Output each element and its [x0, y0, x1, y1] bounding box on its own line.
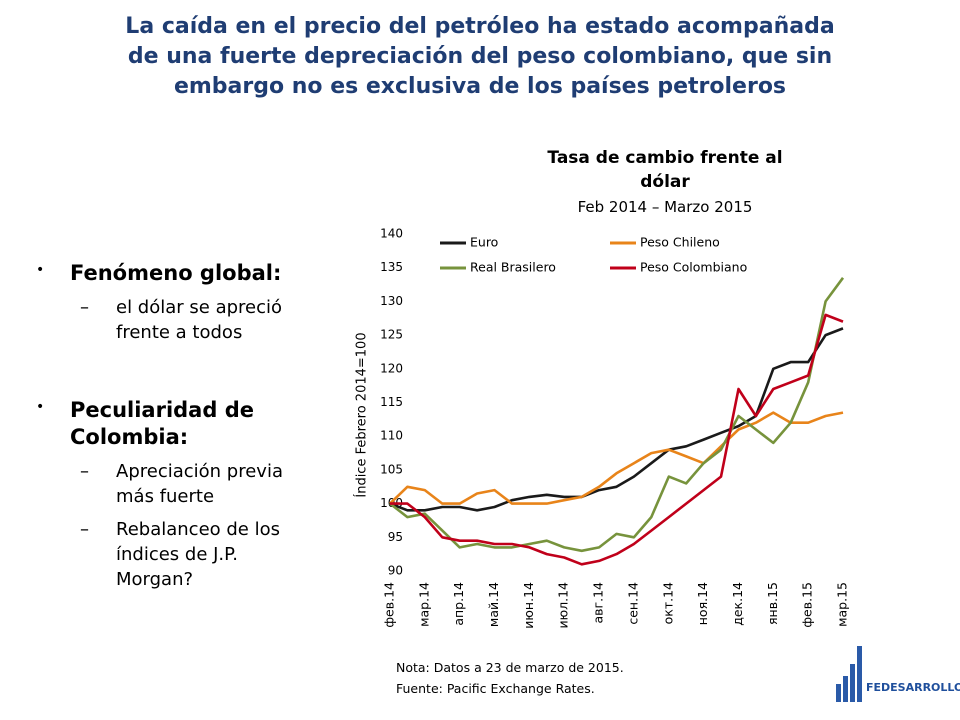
- y-tick-label: 125: [380, 328, 403, 342]
- slide-title: de una fuerte depreciación del peso colo…: [127, 44, 833, 69]
- x-tick-label: сен.14: [625, 582, 640, 625]
- y-axis-label: Índice Febrero 2014=100: [354, 332, 370, 497]
- x-tick-label: июн.14: [521, 582, 536, 629]
- sub-bullet: – Apreciación previa más fuerte: [80, 459, 320, 509]
- chart-title: Tasa de cambio frente al dólar: [547, 148, 783, 192]
- x-tick-label: ноя.14: [695, 582, 710, 625]
- logo-text: FEDESARROLLO: [866, 681, 960, 694]
- bullet: • Fenómeno global: – el dólar se apreció …: [36, 260, 320, 345]
- x-tick-label: фев.15: [800, 582, 815, 628]
- x-tick-label: мар.15: [835, 582, 850, 627]
- series-line: [389, 411, 844, 505]
- series-line: [389, 277, 845, 553]
- sub-bullet-text: el dólar se apreció frente a todos: [116, 297, 283, 343]
- sub-bullet: – Rebalanceo de los índices de J.P. Morga…: [80, 517, 320, 592]
- x-tick-label: дек.14: [730, 582, 745, 626]
- y-tick-label: 90: [388, 564, 403, 578]
- note: Nota: Datos a 23 de marzo de 2015.: [396, 660, 624, 675]
- y-tick-label: 120: [380, 361, 403, 375]
- note: Fuente: Pacific Exchange Rates.: [396, 681, 595, 696]
- x-tick-label: июл.14: [556, 582, 571, 629]
- legend-label: Peso Colombiano: [640, 260, 747, 275]
- x-tick-label: фев.14: [382, 582, 397, 628]
- bullet-text: Peculiaridad de Colombia:: [70, 398, 254, 449]
- y-tick-label: 115: [380, 395, 403, 409]
- legend-label: Peso Chileno: [640, 235, 720, 250]
- sub-bullet-text: Apreciación previa más fuerte: [116, 461, 283, 507]
- x-tick-label: авг.14: [591, 582, 606, 624]
- bullet: • Peculiaridad de Colombia: – Apreciación…: [36, 397, 320, 592]
- sub-bullet: – el dólar se apreció frente a todos: [80, 295, 320, 345]
- x-tick-label: янв.15: [765, 582, 780, 625]
- slide-title: embargo no es exclusiva de los países pe…: [173, 74, 787, 99]
- chart-subtitle: Feb 2014 – Marzo 2015: [577, 198, 753, 216]
- series-line: [389, 327, 844, 512]
- x-tick-label: мар.14: [416, 582, 431, 627]
- y-tick-label: 140: [380, 227, 403, 241]
- y-tick-label: 95: [388, 530, 403, 544]
- y-tick-label: 105: [380, 462, 403, 476]
- y-tick-label: 135: [380, 260, 403, 274]
- bullet-text: Fenómeno global:: [70, 261, 282, 285]
- slide-title: La caída en el precio del petróleo ha es…: [125, 14, 835, 39]
- series-line: [390, 313, 844, 566]
- logo-bars: [836, 646, 862, 702]
- x-tick-label: апр.14: [451, 582, 466, 626]
- x-tick-label: окт.14: [660, 582, 675, 624]
- legend-label: Euro: [470, 235, 498, 250]
- x-tick-label: май.14: [486, 582, 501, 627]
- legend-label: Real Brasilero: [470, 260, 556, 275]
- y-tick-label: 130: [380, 294, 403, 308]
- sub-bullet-text: Rebalanceo de los índices de J.P. Morgan…: [116, 519, 280, 590]
- y-tick-label: 110: [380, 429, 403, 443]
